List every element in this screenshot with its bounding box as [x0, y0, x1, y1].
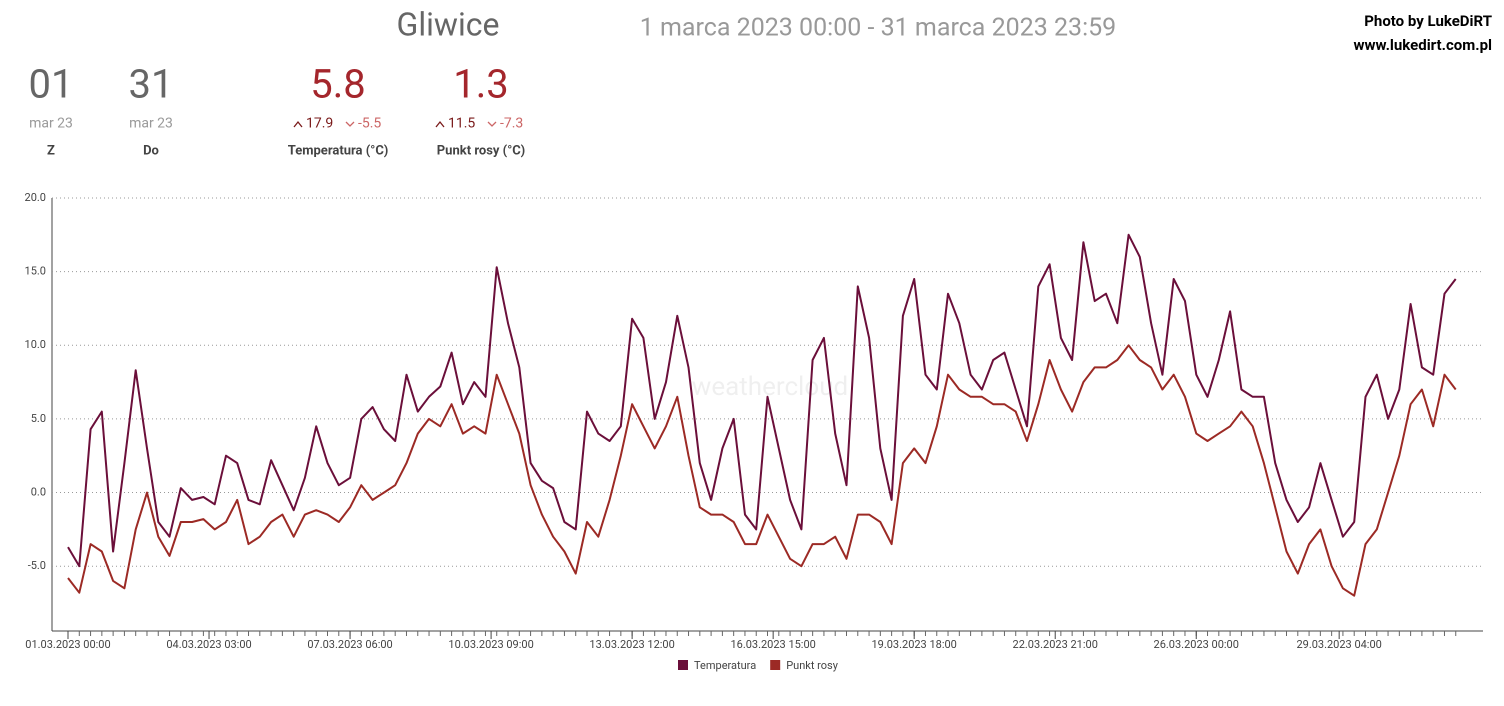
legend-label: Punkt rosy	[786, 659, 839, 672]
x-tick-label: 07.03.2023 06:00	[307, 638, 392, 651]
website: www.lukedirt.com.pl	[1353, 36, 1492, 54]
stat-high: 11.5	[448, 116, 475, 132]
date-range: 1 marca 2023 00:00 - 31 marca 2023 23:59	[640, 14, 1116, 43]
down-icon	[345, 121, 355, 127]
credit: Photo by LukeDiRT	[1364, 12, 1492, 30]
stat-value: 5.8	[310, 61, 366, 108]
legend-swatch	[678, 660, 688, 670]
up-icon	[293, 120, 303, 128]
location: Gliwice	[397, 5, 500, 43]
y-tick-label: 15.0	[25, 265, 46, 278]
x-tick-label: 29.03.2023 04:00	[1296, 638, 1381, 651]
stat-high: 17.9	[306, 116, 333, 132]
down-icon	[487, 121, 497, 127]
stat-label: Z	[47, 143, 55, 158]
x-tick-label: 22.03.2023 21:00	[1013, 638, 1098, 651]
x-tick-label: 26.03.2023 00:00	[1154, 638, 1239, 651]
legend-swatch	[770, 660, 781, 670]
x-tick-label: 13.03.2023 12:00	[589, 638, 674, 651]
x-tick-label: 04.03.2023 03:00	[166, 638, 251, 651]
y-tick-label: 0.0	[31, 485, 46, 498]
x-tick-label: 19.03.2023 18:00	[871, 638, 956, 651]
stat-value: 1.3	[453, 61, 509, 108]
stat-low: -7.3	[500, 116, 523, 132]
stat-label: Punkt rosy (°C)	[437, 143, 525, 158]
stat-sub: mar 23	[29, 116, 73, 132]
stat-low: -5.5	[358, 116, 381, 132]
watermark: weathercloud	[692, 372, 848, 402]
stat-sub: mar 23	[129, 116, 173, 132]
x-tick-label: 01.03.2023 00:00	[25, 638, 110, 651]
stat-label: Temperatura (°C)	[288, 143, 389, 158]
stat-value: 01	[29, 61, 74, 108]
series-line	[67, 233, 1457, 568]
stat-value: 31	[129, 61, 174, 108]
up-icon	[435, 120, 445, 128]
y-tick-label: 5.0	[31, 412, 46, 425]
stat-label: Do	[143, 143, 159, 158]
series-line	[67, 344, 1457, 597]
x-tick-label: 16.03.2023 15:00	[730, 638, 815, 651]
x-tick-label: 10.03.2023 09:00	[448, 638, 533, 651]
y-tick-label: 20.0	[25, 191, 46, 204]
y-tick-label: 10.0	[25, 338, 46, 351]
legend-label: Temperatura	[694, 659, 756, 672]
y-tick-label: -5.0	[28, 559, 46, 572]
